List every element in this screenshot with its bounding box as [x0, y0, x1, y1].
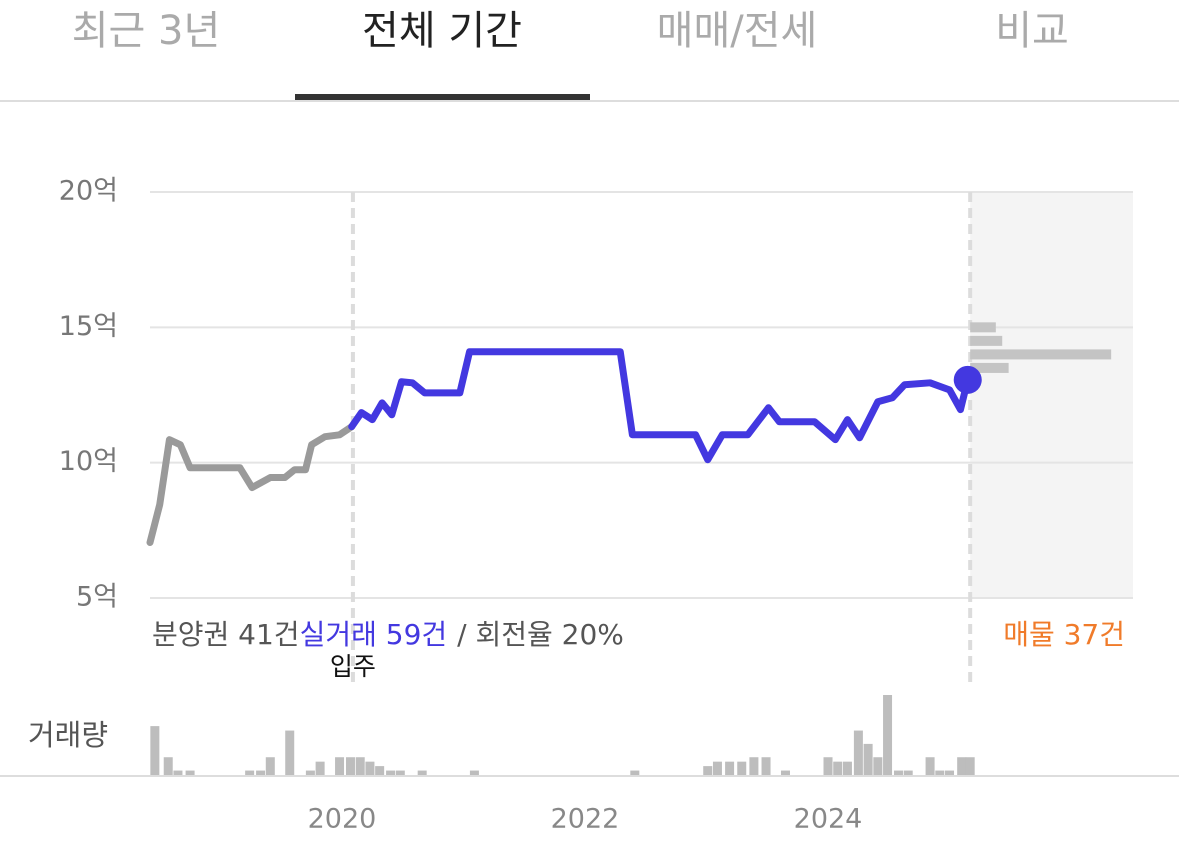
- volume-bar: [893, 770, 903, 775]
- volume-bar: [823, 757, 833, 775]
- volume-bar: [780, 770, 790, 775]
- volume-bar: [163, 757, 173, 775]
- volume-bar: [725, 761, 735, 775]
- volume-bar: [965, 757, 975, 775]
- tab-indicator: [295, 94, 590, 100]
- volume-bar: [957, 757, 967, 775]
- volume-bar: [315, 761, 325, 775]
- volume-bar: [853, 730, 863, 775]
- volume-bar: [265, 757, 275, 775]
- x-tick-label: 2022: [551, 804, 620, 835]
- legend-trades: 실거래 59건: [300, 618, 448, 651]
- move-in-label: 입주: [330, 652, 376, 681]
- y-tick-label: 20억: [59, 176, 118, 207]
- x-tick-label: 2024: [794, 804, 863, 835]
- price-line: [348, 348, 972, 464]
- legend-turnover: / 회전율 20%: [457, 618, 624, 651]
- latest-point: [953, 365, 982, 394]
- volume-bar: [173, 770, 183, 775]
- volume-label: 거래량: [28, 718, 108, 752]
- volume-bar: [945, 770, 955, 775]
- volume-bar: [285, 730, 295, 775]
- volume-bar: [935, 770, 945, 775]
- volume-bar: [712, 761, 722, 775]
- tab[interactable]: 최근 3년: [72, 8, 221, 54]
- volume-bar: [761, 757, 771, 775]
- volume-bar: [345, 757, 355, 775]
- listing-bar: [970, 322, 996, 333]
- volume-bar: [737, 761, 747, 775]
- volume-bar: [245, 770, 255, 775]
- listings-label: 매물 37건: [1003, 618, 1125, 651]
- volume-bar: [873, 757, 883, 775]
- volume-bar: [842, 761, 852, 775]
- volume-bar: [833, 761, 843, 775]
- volume-bar: [903, 770, 913, 775]
- legend-presale: 분양권 41건: [152, 618, 300, 651]
- listing-bar: [970, 349, 1112, 360]
- forecast-area: [970, 192, 1133, 598]
- volume-bar: [417, 770, 427, 775]
- volume-bar: [335, 757, 345, 775]
- volume-bar: [375, 766, 385, 775]
- volume-bar: [883, 695, 893, 775]
- volume-bar: [395, 770, 405, 775]
- volume-bar: [703, 766, 713, 775]
- tab[interactable]: 매매/전세: [657, 8, 818, 54]
- price-line: [146, 423, 356, 547]
- volume-bar: [256, 770, 266, 775]
- y-tick-label: 5억: [76, 582, 118, 613]
- x-tick-label: 2020: [308, 804, 377, 835]
- volume-bar: [185, 770, 195, 775]
- tab[interactable]: 전체 기간: [362, 8, 522, 54]
- volume-bar: [355, 757, 365, 775]
- listing-bar: [970, 335, 1003, 346]
- volume-bar: [749, 757, 759, 775]
- volume-bar: [863, 743, 873, 775]
- volume-bar: [925, 757, 935, 775]
- legend: 분양권 41건실거래 59건 / 회전율 20%: [152, 618, 624, 651]
- volume-bar: [630, 770, 640, 775]
- volume-bar: [305, 770, 315, 775]
- listing-bar: [970, 362, 1009, 373]
- volume-bar: [386, 770, 396, 775]
- y-tick-label: 10억: [59, 446, 118, 477]
- volume-bar: [150, 726, 160, 775]
- volume-bar: [365, 761, 375, 775]
- volume-bar: [469, 770, 479, 775]
- tab[interactable]: 비교: [995, 8, 1069, 54]
- y-tick-label: 15억: [59, 311, 118, 342]
